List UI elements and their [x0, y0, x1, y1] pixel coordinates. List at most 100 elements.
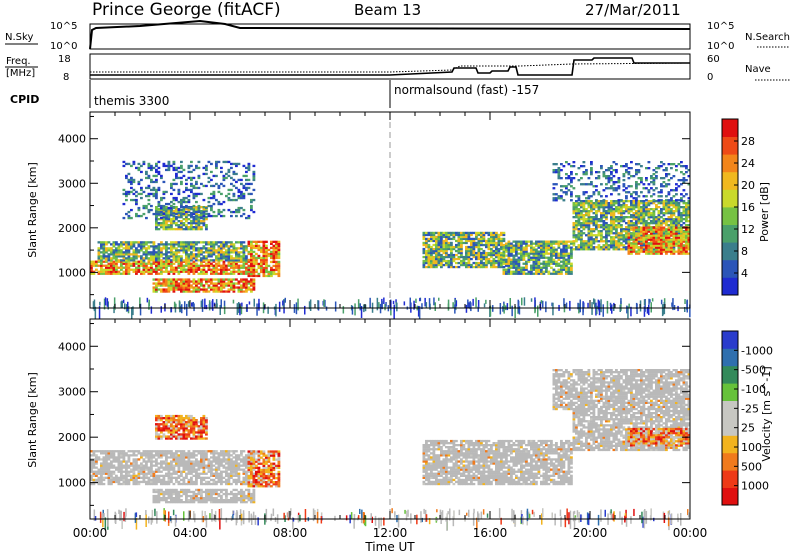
- noise-cell: [597, 299, 600, 309]
- scatter-cell-0: [117, 468, 121, 471]
- scatter-cell-0: [105, 456, 108, 459]
- scatter-cell-10: [655, 167, 658, 170]
- scatter-cell-0: [217, 262, 221, 265]
- scatter-cell-10: [552, 183, 556, 186]
- scatter-cell-5: [140, 178, 143, 182]
- scatter-cell-0: [97, 480, 101, 484]
- scatter-cell-6: [495, 253, 498, 257]
- scatter-cell-1: [210, 249, 213, 252]
- scatter-cell-6: [472, 243, 476, 247]
- scatter-cell-9: [632, 248, 636, 251]
- scatter-cell-4: [205, 216, 208, 219]
- scatter-cell-0: [232, 270, 236, 273]
- noise-cell: [620, 298, 622, 304]
- scatter-cell-0: [120, 460, 123, 463]
- scatter-cell-8: [635, 218, 638, 221]
- scatter-cell-7: [525, 262, 528, 265]
- scatter-cell-5: [230, 188, 233, 192]
- scatter-cell-6: [487, 237, 491, 241]
- scatter-cell-10: [612, 183, 616, 186]
- scatter-cell-7: [570, 250, 573, 253]
- scatter-cell-8: [610, 202, 613, 205]
- scatter-cell-0: [137, 270, 141, 273]
- scatter-cell-5: [205, 206, 208, 210]
- scatter-cell-5: [152, 174, 156, 178]
- scatter-cell-1: [192, 241, 196, 244]
- scatter-cell-5: [125, 176, 128, 180]
- scatter-cell-1: [137, 249, 141, 252]
- scatter-cell-6: [467, 235, 471, 239]
- scatter-cell-3: [260, 248, 263, 252]
- scatter-cell-8: [650, 216, 653, 219]
- scatter-cell-8: [660, 208, 663, 211]
- scatter-cell-8: [605, 210, 608, 213]
- scatter-cell-1: [242, 249, 246, 252]
- scatter-cell-9: [657, 250, 661, 253]
- scatter-cell-0: [227, 272, 231, 275]
- scatter-cell-0: [100, 264, 103, 267]
- scatter-cell-1: [117, 259, 121, 262]
- scatter-cell-8: [607, 248, 611, 251]
- scatter-cell-3: [277, 250, 281, 254]
- cpid-label: CPID: [10, 93, 39, 106]
- scatter-cell-2: [165, 280, 168, 283]
- scatter-cell-10: [667, 163, 671, 166]
- scatter-cell-6: [495, 255, 498, 259]
- noise-cell: [595, 302, 597, 316]
- scatter-cell-6: [425, 245, 428, 249]
- scatter-cell-9: [682, 238, 686, 241]
- scatter-cell-1: [167, 255, 171, 258]
- scatter-cell-8: [617, 210, 621, 213]
- scatter-cell-8: [607, 202, 611, 205]
- scatter-cell-0: [132, 458, 136, 461]
- noise-cell: [565, 302, 568, 308]
- scatter-cell-0: [252, 262, 256, 265]
- scatter-cell-1: [220, 251, 223, 254]
- scatter-cell-2: [190, 280, 193, 283]
- scatter-cell-1: [202, 245, 206, 248]
- scatter-cell-7: [550, 262, 553, 265]
- scatter-cell-6: [462, 261, 466, 265]
- scatter-cell-6: [467, 237, 471, 241]
- scatter-cell-8: [620, 204, 623, 207]
- scatter-cell-1: [105, 241, 108, 244]
- scatter-cell-10: [630, 161, 633, 164]
- scatter-cell-8: [662, 230, 666, 233]
- scatter-cell-8: [587, 226, 591, 229]
- scatter-cell-9: [687, 252, 691, 255]
- scatter-cell-5: [210, 204, 213, 208]
- scatter-cell-8: [580, 234, 583, 237]
- scatter-cell-0: [90, 464, 93, 467]
- power-colorbar-label: Power [dB]: [758, 182, 771, 242]
- scatter-cell-2: [172, 280, 176, 283]
- scatter-cell-4: [160, 214, 163, 217]
- scatter-cell-1: [102, 243, 106, 246]
- scatter-cell-4: [177, 224, 181, 227]
- scatter-cell-0: [127, 264, 131, 267]
- noise-cell: [104, 297, 107, 306]
- scatter-cell-2: [232, 286, 236, 289]
- scatter-cell-8: [595, 226, 598, 229]
- scatter-cell-3: [250, 252, 253, 256]
- scatter-cell-8: [602, 208, 606, 211]
- scatter-cell-7: [505, 248, 508, 251]
- scatter-cell-1: [190, 257, 193, 260]
- scatter-cell-7: [552, 248, 556, 251]
- scatter-cell-6: [475, 237, 478, 241]
- scatter-cell-9: [662, 240, 666, 243]
- scatter-cell-8: [657, 218, 661, 221]
- scatter-cell-1: [105, 243, 108, 246]
- scatter-cell-5: [150, 168, 153, 172]
- scatter-cell-5: [167, 206, 171, 210]
- scatter-cell-8: [670, 204, 673, 207]
- scatter-cell-9: [682, 230, 686, 233]
- scatter-cell-7: [505, 262, 508, 265]
- scatter-cell-8: [682, 202, 686, 205]
- scatter-cell-10: [565, 191, 568, 194]
- scatter-cell-3: [270, 270, 273, 274]
- scatter-cell-8: [645, 202, 648, 205]
- scatter-cell-0: [142, 266, 146, 269]
- noise-cell: [92, 301, 95, 310]
- scatter-cell-7: [530, 258, 533, 261]
- scatter-cell-1: [217, 247, 221, 250]
